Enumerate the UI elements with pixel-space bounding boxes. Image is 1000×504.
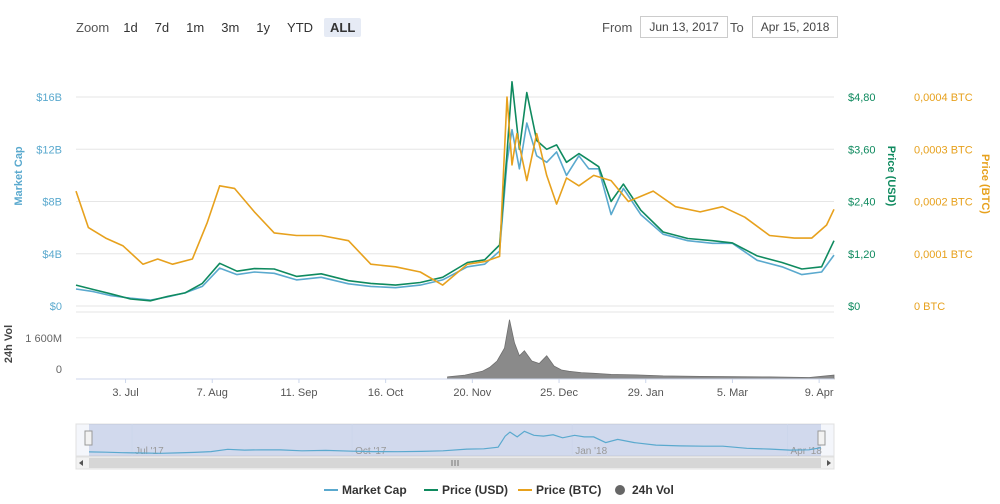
price-btc-tick-label: 0,0002 BTC bbox=[914, 197, 973, 209]
x-tick-label: 20. Nov bbox=[453, 387, 491, 399]
zoom-1y-button[interactable]: 1y bbox=[256, 19, 271, 35]
price-usd-tick-label: $3,60 bbox=[848, 144, 876, 156]
scroll-left-arrow-icon[interactable] bbox=[79, 460, 83, 466]
date-range-to: To Apr 15, 2018 bbox=[730, 16, 839, 38]
market-cap-axis-title: Market Cap bbox=[13, 146, 25, 206]
volume-tick-label: 0 bbox=[56, 364, 62, 376]
navigator-series bbox=[88, 430, 822, 454]
volume-tick-label: 1 600M bbox=[25, 333, 62, 345]
price-btc-tick-label: 0,0004 BTC bbox=[914, 92, 973, 104]
scroll-right-arrow-icon[interactable] bbox=[827, 460, 831, 466]
price-usd-tick-label: $2,40 bbox=[848, 197, 876, 209]
navigator-label: Jan '18 bbox=[575, 446, 607, 457]
scrollbar-grip-icon bbox=[451, 460, 459, 466]
navigator-left-handle[interactable] bbox=[84, 430, 93, 446]
navigator[interactable] bbox=[75, 423, 835, 457]
market-cap-tick-label: $4B bbox=[42, 249, 62, 261]
legend-24h-vol-swatch bbox=[615, 485, 625, 495]
x-tick-label: 11. Sep bbox=[280, 387, 317, 399]
price-usd-tick-label: $0 bbox=[848, 301, 860, 313]
to-date-input[interactable]: Apr 15, 2018 bbox=[751, 16, 839, 38]
zoom-7d-button[interactable]: 7d bbox=[154, 19, 170, 35]
price-usd-tick-label: $4,80 bbox=[848, 92, 876, 104]
market-cap-tick-label: $16B bbox=[36, 92, 62, 104]
price-usd-axis-title: Price (USD) bbox=[885, 146, 897, 207]
x-tick-label: 25. Dec bbox=[540, 387, 578, 399]
navigator-selection[interactable] bbox=[89, 424, 821, 456]
zoom-bar: Zoom 1d 7d 1m 3m 1y YTD ALL bbox=[76, 16, 366, 38]
market-cap-tick-label: $8B bbox=[42, 197, 62, 209]
zoom-3m-button[interactable]: 3m bbox=[221, 19, 240, 35]
price-usd-line bbox=[75, 81, 835, 302]
from-date-input[interactable]: Jun 13, 2017 bbox=[640, 16, 728, 38]
legend-24h-vol-label: 24h Vol bbox=[632, 483, 674, 497]
volume-axis-title: 24h Vol bbox=[3, 325, 15, 363]
zoom-all-button[interactable]: ALL bbox=[324, 17, 362, 37]
zoom-label: Zoom bbox=[76, 19, 110, 35]
price-btc-tick-label: 0,0003 BTC bbox=[914, 144, 973, 156]
zoom-ytd-button[interactable]: YTD bbox=[287, 19, 314, 35]
zoom-1d-button[interactable]: 1d bbox=[123, 19, 138, 35]
legend-price-usd-label: Price (USD) bbox=[442, 483, 508, 497]
price-btc-tick-label: 0 BTC bbox=[914, 301, 945, 313]
to-label: To bbox=[730, 19, 744, 35]
legend-market-cap-label: Market Cap bbox=[342, 483, 407, 497]
x-tick-label: 7. Aug bbox=[197, 387, 228, 399]
price-btc-tick-label: 0,0001 BTC bbox=[914, 249, 973, 261]
x-tick-label: 3. Jul bbox=[112, 387, 138, 399]
price-usd-tick-label: $1,20 bbox=[848, 249, 876, 261]
navigator-label: Jul '17 bbox=[135, 446, 164, 457]
x-tick-label: 16. Oct bbox=[368, 387, 403, 399]
from-label: From bbox=[602, 19, 633, 35]
plot-area bbox=[76, 46, 834, 306]
navigator-right-handle[interactable] bbox=[817, 430, 826, 446]
legend-price-btc-label: Price (BTC) bbox=[536, 483, 601, 497]
zoom-1m-button[interactable]: 1m bbox=[186, 19, 205, 35]
x-tick-label: 9. Apr bbox=[805, 387, 834, 399]
market-cap-tick-label: $0 bbox=[50, 301, 62, 313]
market-cap-tick-label: $12B bbox=[36, 144, 62, 156]
x-tick-label: 29. Jan bbox=[628, 387, 664, 399]
x-tick-label: 5. Mar bbox=[717, 387, 749, 399]
volume-area bbox=[76, 319, 835, 380]
price-btc-line bbox=[75, 96, 835, 286]
date-range-from: From Jun 13, 2017 bbox=[602, 16, 728, 38]
price-btc-axis-title: Price (BTC) bbox=[979, 154, 991, 214]
navigator-label: Apr '18 bbox=[791, 446, 823, 457]
